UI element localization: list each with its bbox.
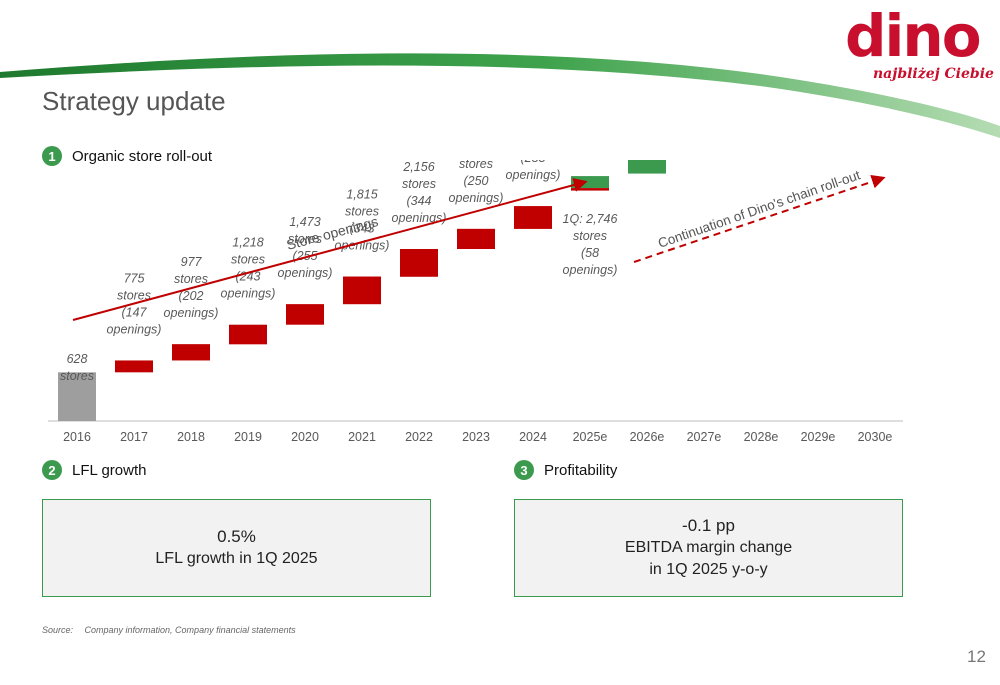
dino-logo: dino najbliżej Ciebie: [845, 2, 995, 88]
x-tick-label: 2030e: [858, 430, 893, 444]
data-label-line: stores: [573, 229, 607, 243]
data-label-2024: 2,688stores(283openings): [506, 160, 561, 182]
kpi-value: 0.5%: [217, 527, 256, 546]
data-label-line: 977: [181, 255, 203, 269]
data-label-line: 775: [124, 271, 145, 285]
x-tick-label: 2020: [291, 430, 319, 444]
kpi-description: EBITDA margin change: [624, 539, 793, 556]
data-label-line: (202: [178, 289, 203, 303]
section-title: Organic store roll-out: [72, 147, 213, 165]
logo-wordmark: dino: [845, 2, 982, 70]
data-label-2019: 1,218 stores (243 openings): [221, 236, 276, 301]
data-label-line: stores: [117, 288, 151, 302]
bar-2016: [58, 372, 96, 421]
kpi-value: -0.1 pp: [682, 516, 735, 535]
data-label-2016: 628 stores: [60, 352, 94, 383]
data-label-line: openings): [221, 287, 276, 301]
store-openings-arrow: [72, 178, 588, 321]
x-tick-label: 2025e: [573, 430, 608, 444]
logo-tagline: najbliżej Ciebie: [873, 66, 994, 82]
bar-2020: [286, 304, 324, 325]
source-label: Source:: [42, 625, 74, 635]
x-tick-label: 2027e: [687, 430, 722, 444]
x-tick-label: 2024: [519, 430, 547, 444]
data-label-line: 628: [67, 352, 88, 366]
continuation-arrow: [633, 174, 886, 263]
data-label-line: openings): [335, 239, 390, 253]
store-rollout-chart: 628 stores 775 stores (147 openings) 977 stores…: [48, 160, 903, 444]
section-header-profitability: 3 Profitability: [514, 460, 617, 480]
data-label-line: openings): [107, 322, 162, 336]
data-label-2021: 1,815 stores (343 openings): [335, 188, 390, 253]
data-label-line: 2,156: [402, 160, 434, 174]
data-label-line: (343: [349, 222, 374, 236]
page-number: 12: [967, 647, 986, 666]
data-label-line: stores: [345, 205, 379, 219]
data-label-2025e: 1Q: 2,746 stores (58 openings): [563, 212, 618, 277]
x-tick-label: 2018: [177, 430, 205, 444]
data-label-line: (250: [463, 174, 488, 188]
data-label-line: 1,473: [289, 215, 320, 229]
data-label-line: (344: [406, 194, 431, 208]
bar-2021: [343, 276, 381, 305]
bar-2017: [115, 360, 153, 373]
x-tick-label: 2029e: [801, 430, 836, 444]
data-label-line: openings): [449, 191, 504, 205]
kpi-description-line2: in 1Q 2025 y-o-y: [649, 561, 768, 578]
data-label-line: 1,815: [346, 188, 377, 202]
section-number-badge: 1: [42, 146, 62, 166]
lfl-kpi-box: 0.5% LFL growth in 1Q 2025: [42, 499, 431, 597]
bar-2019: [229, 324, 267, 345]
data-label-line: openings): [392, 211, 447, 225]
section-number-badge: 2: [42, 460, 62, 480]
data-label-line: stores: [174, 272, 208, 286]
source-text: Company information, Company financial s…: [84, 625, 296, 635]
data-label-line: openings): [164, 306, 219, 320]
data-label-line: openings): [278, 266, 333, 280]
data-label-2018: 977 stores (202 openings): [164, 255, 219, 320]
data-label-line: (147: [121, 305, 147, 319]
data-label-2017: 775 stores (147 openings): [107, 271, 162, 336]
x-tick-label: 2026e: [630, 430, 665, 444]
kpi-description: LFL growth in 1Q 2025: [155, 550, 318, 567]
data-label-line: openings): [563, 263, 618, 277]
page-title: Strategy update: [42, 86, 226, 116]
x-tick-label: 2021: [348, 430, 376, 444]
header-swoosh: [0, 53, 1000, 138]
bar-2018: [172, 344, 210, 361]
data-label-line: stores: [459, 160, 493, 171]
data-label-line: openings): [506, 168, 561, 182]
x-tick-label: 2022: [405, 430, 433, 444]
data-label-line: 1Q: 2,746: [563, 212, 618, 226]
section-header-lfl: 2 LFL growth: [42, 460, 146, 480]
source-note: Source: Company information, Company fin…: [42, 625, 296, 635]
profitability-kpi-box: -0.1 pp EBITDA margin change in 1Q 2025 …: [514, 499, 903, 597]
data-label-line: stores: [231, 253, 265, 267]
bar-2025e: [571, 176, 609, 189]
x-tick-label: 2019: [234, 430, 262, 444]
x-tick-label: 2017: [120, 430, 148, 444]
data-label-2022: 2,156 stores (344 openings): [392, 160, 447, 225]
section-header-rollout: 1 Organic store roll-out: [42, 146, 212, 166]
section-title: LFL growth: [72, 461, 147, 479]
data-label-line: stores: [60, 369, 94, 383]
bar-2025e-actual-segment: [571, 188, 609, 191]
bar-2023: [457, 228, 495, 250]
section-title: Profitability: [544, 461, 618, 479]
bar-2022: [400, 249, 438, 277]
continuation-annotation: Continuation of Dino's chain roll-out: [656, 167, 862, 251]
section-number-badge: 3: [514, 460, 534, 480]
x-tick-label: 2023: [462, 430, 490, 444]
data-label-line: 1,218: [232, 236, 263, 250]
data-label-line: (283: [520, 160, 545, 165]
bar-2026e: [628, 160, 666, 174]
data-label-line: stores: [402, 177, 436, 191]
x-tick-label: 2028e: [744, 430, 779, 444]
data-label-line: stores: [288, 232, 322, 246]
data-label-line: (58: [581, 246, 599, 260]
bar-2024: [514, 206, 552, 229]
data-label-line: (243: [235, 270, 260, 284]
x-tick-label: 2016: [63, 430, 91, 444]
